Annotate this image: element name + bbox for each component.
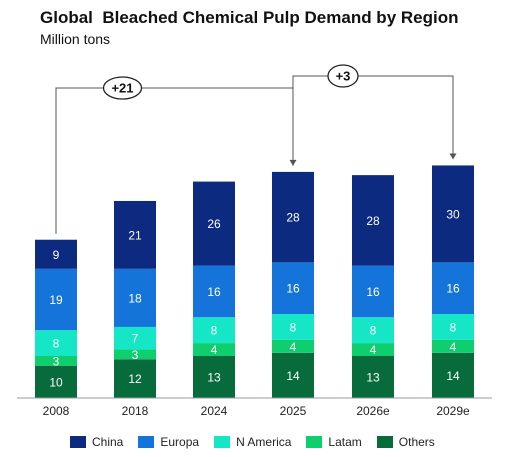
growth-badge-oval-1 (102, 76, 143, 100)
growth-bracket-2008-2025 (55, 87, 294, 234)
x-tick-label-2024: 2024 (201, 404, 228, 418)
legend-item-china: China (70, 435, 123, 449)
bar-china-2025 (272, 171, 314, 263)
bar-n-america-2024 (193, 317, 235, 344)
legend-swatch-europa (138, 436, 155, 448)
data-label-china-2008: 9 (53, 248, 60, 262)
bar-others-2008 (35, 365, 77, 398)
bar-latam-2008 (35, 356, 77, 366)
bar-europa-2026e (352, 265, 394, 318)
data-label-latam-2024: 4 (211, 343, 218, 357)
bar-n-america-2018 (114, 326, 156, 350)
bar-latam-2024 (193, 343, 235, 357)
data-label-latam-2026e: 4 (370, 343, 377, 357)
data-label-others-2018: 12 (128, 372, 142, 386)
bar-europa-2024 (193, 265, 235, 318)
chart-legend: China Europa N America Latam Others (70, 435, 450, 449)
bar-china-2026e (352, 175, 394, 266)
legend-item-others: Others (376, 435, 435, 449)
data-label-others-2008: 10 (49, 375, 63, 389)
growth-badge-label-2: +3 (336, 69, 351, 84)
data-label-latam-2029e: 4 (450, 340, 457, 354)
data-label-n-america-2008: 8 (53, 337, 60, 351)
legend-item-n-america: N America (214, 435, 291, 449)
bar-others-2025 (272, 352, 314, 398)
data-label-europa-2026e: 16 (366, 285, 380, 299)
data-label-others-2025: 14 (286, 369, 300, 383)
x-tick-label-2008: 2008 (43, 404, 70, 418)
bar-china-2029e (432, 165, 474, 263)
bar-europa-2029e (432, 262, 474, 315)
data-label-n-america-2025: 8 (290, 320, 297, 334)
bar-n-america-2008 (35, 330, 77, 357)
data-label-china-2029e: 30 (446, 207, 460, 221)
data-label-latam-2018: 3 (132, 348, 139, 362)
data-label-others-2029e: 14 (446, 369, 460, 383)
data-label-europa-2029e: 16 (446, 282, 460, 296)
legend-swatch-n-america (214, 436, 231, 448)
bar-n-america-2026e (352, 317, 394, 344)
bar-others-2024 (193, 356, 235, 398)
legend-label-china: China (92, 435, 124, 449)
data-label-europa-2018: 18 (128, 291, 142, 305)
bar-latam-2018 (114, 349, 156, 360)
bar-china-2024 (193, 181, 235, 266)
bar-n-america-2025 (272, 314, 314, 340)
legend-label-others: Others (398, 435, 435, 449)
growth-badge-oval-2 (327, 64, 359, 88)
bar-n-america-2029e (432, 314, 474, 340)
data-label-europa-2025: 16 (286, 282, 300, 296)
legend-label-n-america: N America (236, 435, 292, 449)
x-tick-label-2026e: 2026e (356, 404, 390, 418)
growth-badge-label-1: +21 (111, 81, 133, 96)
legend-swatch-latam (306, 436, 323, 448)
data-label-latam-2025: 4 (290, 340, 297, 354)
legend-swatch-china (70, 436, 86, 448)
legend-label-latam: Latam (328, 435, 362, 449)
data-label-n-america-2026e: 8 (370, 324, 377, 338)
bar-europa-2008 (35, 268, 77, 331)
bar-latam-2025 (272, 339, 314, 353)
chart-title: Global Bleached Chemical Pulp Demand by … (40, 8, 459, 27)
legend-label-europa: Europa (160, 435, 200, 449)
bar-others-2029e (432, 352, 474, 398)
data-label-n-america-2029e: 8 (450, 320, 457, 334)
growth-bracket-2025-2029e (292, 75, 454, 166)
data-label-china-2025: 28 (286, 211, 300, 225)
chart-subtitle: Million tons (40, 31, 111, 47)
data-label-others-2024: 13 (207, 371, 221, 385)
bar-others-2026e (352, 356, 394, 398)
bar-others-2018 (114, 359, 156, 398)
data-label-europa-2008: 19 (49, 293, 63, 307)
data-label-latam-2008: 3 (53, 354, 60, 368)
data-label-china-2024: 26 (207, 217, 221, 231)
data-label-n-america-2024: 8 (211, 324, 218, 338)
data-label-n-america-2018: 7 (132, 332, 139, 346)
bar-latam-2029e (432, 339, 474, 353)
x-tick-label-2029e: 2029e (436, 404, 470, 418)
bar-china-2008 (35, 239, 77, 269)
data-label-others-2026e: 13 (366, 371, 380, 385)
bar-china-2018 (114, 200, 156, 269)
x-tick-label-2018: 2018 (122, 404, 149, 418)
data-label-europa-2024: 16 (207, 285, 221, 299)
data-label-china-2018: 21 (128, 228, 142, 242)
bar-europa-2018 (114, 268, 156, 327)
bar-latam-2026e (352, 343, 394, 357)
growth-arrowhead-2029e (449, 153, 457, 160)
x-tick-label-2025: 2025 (280, 404, 307, 418)
legend-item-latam: Latam (306, 435, 362, 449)
legend-item-europa: Europa (138, 435, 199, 449)
data-label-china-2026e: 28 (366, 214, 380, 228)
legend-swatch-others (376, 436, 393, 448)
bar-europa-2025 (272, 262, 314, 315)
